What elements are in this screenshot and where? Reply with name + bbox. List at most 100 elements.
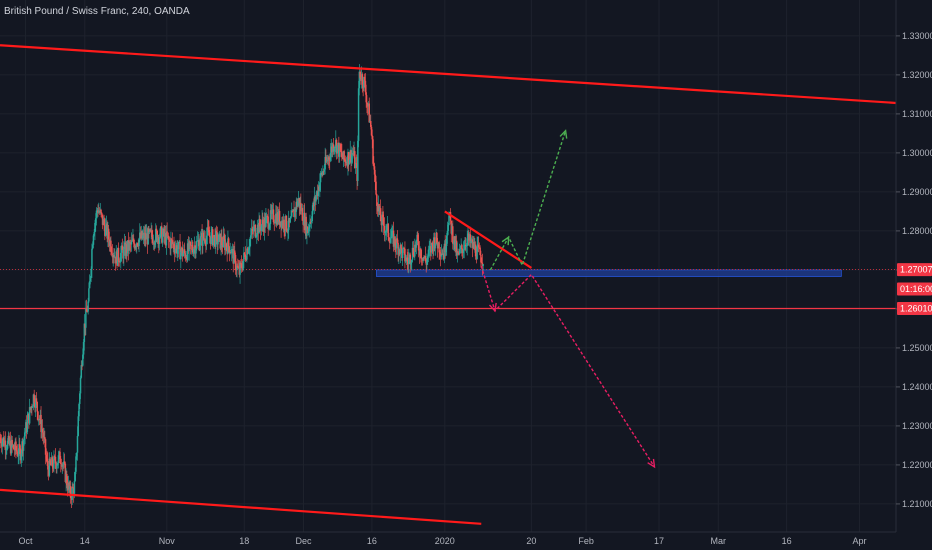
candle-body [474,244,476,250]
candle-body [69,486,72,499]
candle-body [284,229,286,231]
candle-body [303,212,306,231]
candle-body [214,235,216,247]
candle-body [290,210,293,217]
candle-body [246,248,249,254]
candle-body [15,450,18,452]
candle-body [108,239,111,246]
trendlines[interactable] [0,44,897,525]
candle-body [56,465,58,469]
x-tick-label: 20 [526,536,536,546]
candle-body [472,241,475,248]
candle-body [262,224,265,232]
candle-body [347,152,349,167]
bearish-arrow[interactable] [480,265,656,468]
price-label-box [897,302,932,316]
candle-body [111,253,114,258]
candle-body [47,469,50,476]
candle-body [347,152,350,165]
x-tick-label: Feb [578,536,594,546]
candle-body [117,247,120,261]
candle-body [437,242,440,249]
candle-body [182,253,184,257]
candle-body [16,451,19,456]
candle-body [425,261,427,265]
candle-body [275,213,277,223]
candle-body [154,242,156,245]
candle-body [399,244,402,255]
upper-channel-line[interactable] [0,44,897,105]
candle-body [335,139,337,147]
candle-body [160,226,162,229]
arrows[interactable] [480,129,656,469]
candle-body [35,398,38,402]
candle-body [177,241,180,250]
candle-body [267,216,269,229]
candle-body [87,301,89,312]
candle-body [10,439,13,454]
candle-body [358,71,361,89]
candle-body [418,250,421,256]
candle-body [243,252,246,255]
candle-body [161,226,163,243]
candle-body [383,225,386,233]
candle-body [202,232,205,239]
candle-body [356,163,358,181]
candle-body [458,253,460,254]
candle-body [448,215,450,225]
candle-body [163,229,165,237]
candle-body [326,159,329,161]
candle-body [453,236,456,244]
candle-body [257,224,260,234]
candle-body [155,228,158,232]
candle-body [294,208,296,218]
candle-body [101,214,104,225]
lower-channel-line[interactable] [0,488,482,525]
candle-body [113,256,116,258]
candle-body [249,239,251,248]
candle-body [222,235,225,247]
candle-body [300,202,302,212]
candle-body [183,249,186,254]
candle-body [355,163,358,164]
candle-body [263,217,266,232]
candle-body [205,235,208,245]
descending-trendline[interactable] [444,210,533,269]
candle-body [85,308,88,312]
candle-body [79,377,82,394]
candle-body [346,161,348,167]
candle-body [64,463,67,482]
candle-body [164,233,166,237]
demand-zone[interactable] [376,269,842,277]
candle-body [278,210,280,222]
candle-body [19,448,22,461]
candle-body [165,231,168,246]
candle-body [20,453,23,461]
candle-body [365,92,367,103]
candle-body [371,135,374,140]
candle-body [327,157,329,161]
candle-body [159,228,162,238]
time-axis[interactable]: Oct 14 Nov 18 Dec 16 2020 20 Feb 17 Mar 16 Apr [19,536,867,546]
candle-body [75,452,78,457]
candle-body [363,76,365,89]
candle-body [140,231,143,239]
candle-body [239,263,241,275]
candle-body [385,231,387,233]
candle-body [311,211,313,222]
candle-body [421,258,424,261]
candle-body [359,71,361,78]
candle-body [406,257,408,262]
candle-body [357,140,359,181]
candle-body [342,151,345,160]
candle-body [446,230,449,236]
candle-body [256,224,259,235]
candle-body [132,238,135,244]
candle-body [113,255,115,258]
candle-body [120,252,122,262]
candle-body [93,232,95,236]
candle-body [369,121,372,127]
candle-body [148,229,151,232]
candle-body [480,262,483,264]
